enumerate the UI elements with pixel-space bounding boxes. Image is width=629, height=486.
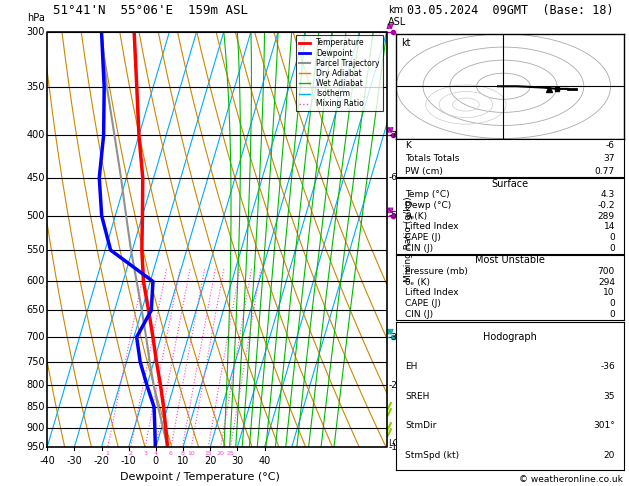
Text: θₑ (K): θₑ (K) (405, 278, 430, 287)
Text: Dewp (°C): Dewp (°C) (405, 201, 452, 210)
Text: 6: 6 (169, 451, 173, 456)
Text: 8: 8 (181, 451, 184, 456)
Text: 35: 35 (603, 392, 615, 400)
Text: 600: 600 (26, 277, 45, 286)
Text: 20: 20 (204, 456, 216, 466)
Text: -3: -3 (388, 332, 397, 342)
Text: 289: 289 (598, 211, 615, 221)
Text: km: km (388, 5, 403, 15)
Text: 0.77: 0.77 (595, 167, 615, 175)
Text: hPa: hPa (27, 13, 45, 23)
Text: 4.3: 4.3 (601, 190, 615, 199)
Text: 900: 900 (26, 423, 45, 433)
Text: -2: -2 (388, 381, 397, 390)
Text: 30: 30 (231, 456, 243, 466)
Text: -36: -36 (600, 362, 615, 371)
Text: Hodograph: Hodograph (483, 331, 537, 342)
Text: 10: 10 (603, 288, 615, 297)
Text: 750: 750 (26, 357, 45, 367)
Text: -40: -40 (39, 456, 55, 466)
Legend: Temperature, Dewpoint, Parcel Trajectory, Dry Adiabat, Wet Adiabat, Isotherm, Mi: Temperature, Dewpoint, Parcel Trajectory… (296, 35, 383, 111)
Text: Surface: Surface (491, 179, 529, 189)
Text: Temp (°C): Temp (°C) (405, 190, 450, 199)
Text: StmSpd (kt): StmSpd (kt) (405, 451, 460, 460)
Text: 1: 1 (106, 451, 109, 456)
Text: 550: 550 (26, 245, 45, 255)
Text: θₑ(K): θₑ(K) (405, 211, 428, 221)
Text: CIN (J): CIN (J) (405, 310, 433, 319)
Text: 10: 10 (177, 456, 189, 466)
Text: 4: 4 (153, 451, 158, 456)
Text: 51°41'N  55°06'E  159m ASL: 51°41'N 55°06'E 159m ASL (53, 4, 248, 17)
Text: 700: 700 (26, 332, 45, 342)
Text: 0: 0 (609, 244, 615, 253)
Text: Totals Totals: Totals Totals (405, 154, 460, 163)
Text: 400: 400 (26, 130, 45, 140)
Text: 3: 3 (143, 451, 147, 456)
Text: 14: 14 (603, 222, 615, 231)
Text: CAPE (J): CAPE (J) (405, 233, 442, 242)
Text: Dewpoint / Temperature (°C): Dewpoint / Temperature (°C) (120, 472, 280, 482)
Text: Mixing Ratio (g/kg): Mixing Ratio (g/kg) (404, 196, 413, 282)
Text: SREH: SREH (405, 392, 430, 400)
Text: 0: 0 (609, 299, 615, 309)
Text: 37: 37 (603, 154, 615, 163)
Text: 2: 2 (129, 451, 133, 456)
Text: 294: 294 (598, 278, 615, 287)
Text: 40: 40 (259, 456, 270, 466)
Text: -10: -10 (121, 456, 136, 466)
Text: ASL: ASL (388, 17, 406, 27)
Text: -1: -1 (388, 443, 397, 451)
Text: StmDir: StmDir (405, 421, 437, 430)
Text: 800: 800 (26, 380, 45, 390)
Text: 15: 15 (204, 451, 212, 456)
Text: 0: 0 (609, 233, 615, 242)
Text: Lifted Index: Lifted Index (405, 222, 459, 231)
Text: 450: 450 (26, 173, 45, 183)
Text: Most Unstable: Most Unstable (475, 255, 545, 265)
Text: -6: -6 (388, 173, 397, 182)
Text: kt: kt (401, 38, 410, 48)
Text: 20: 20 (217, 451, 225, 456)
Text: 0: 0 (153, 456, 159, 466)
Text: -0.2: -0.2 (598, 201, 615, 210)
Text: PW (cm): PW (cm) (405, 167, 443, 175)
Text: © weatheronline.co.uk: © weatheronline.co.uk (519, 474, 623, 484)
Text: 500: 500 (26, 211, 45, 221)
Text: -20: -20 (94, 456, 109, 466)
Text: 301°: 301° (593, 421, 615, 430)
Text: 20: 20 (603, 451, 615, 460)
Text: Pressure (mb): Pressure (mb) (405, 266, 468, 276)
Text: -7: -7 (388, 131, 397, 140)
Text: 650: 650 (26, 305, 45, 315)
Text: 700: 700 (598, 266, 615, 276)
Text: -5: -5 (388, 211, 397, 220)
Text: 850: 850 (26, 402, 45, 412)
Text: -30: -30 (67, 456, 82, 466)
Text: EH: EH (405, 362, 418, 371)
Text: K: K (405, 141, 411, 150)
Text: 300: 300 (26, 27, 45, 36)
Text: 0: 0 (609, 310, 615, 319)
Text: 350: 350 (26, 82, 45, 92)
Text: CAPE (J): CAPE (J) (405, 299, 442, 309)
Text: 25: 25 (226, 451, 235, 456)
Text: -6: -6 (606, 141, 615, 150)
Text: LCL: LCL (388, 439, 403, 448)
Text: Lifted Index: Lifted Index (405, 288, 459, 297)
Text: 10: 10 (187, 451, 195, 456)
Text: 950: 950 (26, 442, 45, 452)
Text: CIN (J): CIN (J) (405, 244, 433, 253)
Text: 03.05.2024  09GMT  (Base: 18): 03.05.2024 09GMT (Base: 18) (407, 4, 614, 17)
